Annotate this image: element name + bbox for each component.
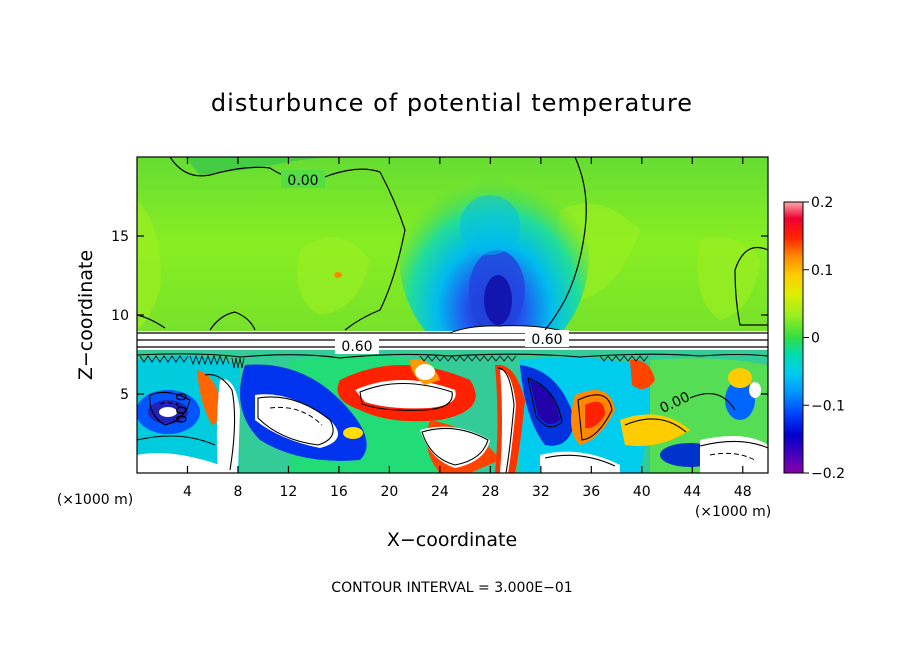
colorbar-tick-label: 0.1: [811, 263, 833, 279]
x-tick-label: 12: [280, 484, 298, 500]
x-tick-label: 32: [532, 484, 550, 500]
x-unit-label-right: (×1000 m): [695, 504, 771, 520]
contour-label: 0.60: [531, 332, 562, 348]
x-tick-label: 36: [582, 484, 600, 500]
heatmap-field: [137, 157, 768, 473]
x-tick-label: 4: [183, 484, 192, 500]
colorbar-gradient: [783, 201, 804, 474]
y-tick-label: 10: [111, 308, 129, 324]
contour-label: 0.00: [287, 173, 318, 189]
contour-interval-text: CONTOUR INTERVAL = 3.000E−01: [331, 580, 572, 596]
contour-label: 0.60: [341, 339, 372, 355]
x-tick-label: 48: [734, 484, 752, 500]
x-tick-label: 8: [233, 484, 242, 500]
colorbar-tick-label: 0: [811, 331, 820, 347]
x-unit-label-left: (×1000 m): [57, 492, 133, 508]
colorbar-tick-label: 0.2: [811, 195, 833, 211]
y-tick-label: 15: [111, 229, 129, 245]
y-axis-label: Z−coordinate: [75, 250, 97, 380]
x-tick-label: 28: [481, 484, 499, 500]
x-tick-label: 40: [633, 484, 651, 500]
x-axis: 4 8 12 16 20 24 28 32 36 40 44 48: [183, 157, 752, 500]
chart-title: disturbunce of potential temperature: [211, 89, 693, 117]
x-tick-label: 24: [431, 484, 449, 500]
x-tick-label: 44: [683, 484, 701, 500]
colorbar: 0.2 0.1 0 −0.1 −0.2: [783, 195, 845, 482]
lower-layer: [137, 350, 768, 473]
y-tick-label: 5: [120, 387, 129, 403]
contour-label: 0.00: [172, 392, 188, 423]
colorbar-ticks: 0.2 0.1 0 −0.1 −0.2: [803, 195, 845, 482]
upper-layer: [137, 157, 768, 331]
x-tick-label: 16: [330, 484, 348, 500]
colorbar-tick-label: −0.1: [811, 398, 845, 414]
colorbar-tick-label: −0.2: [811, 466, 845, 482]
x-axis-label: X−coordinate: [387, 529, 517, 551]
x-tick-label: 20: [380, 484, 398, 500]
y-axis: 5 10 15: [111, 229, 768, 403]
